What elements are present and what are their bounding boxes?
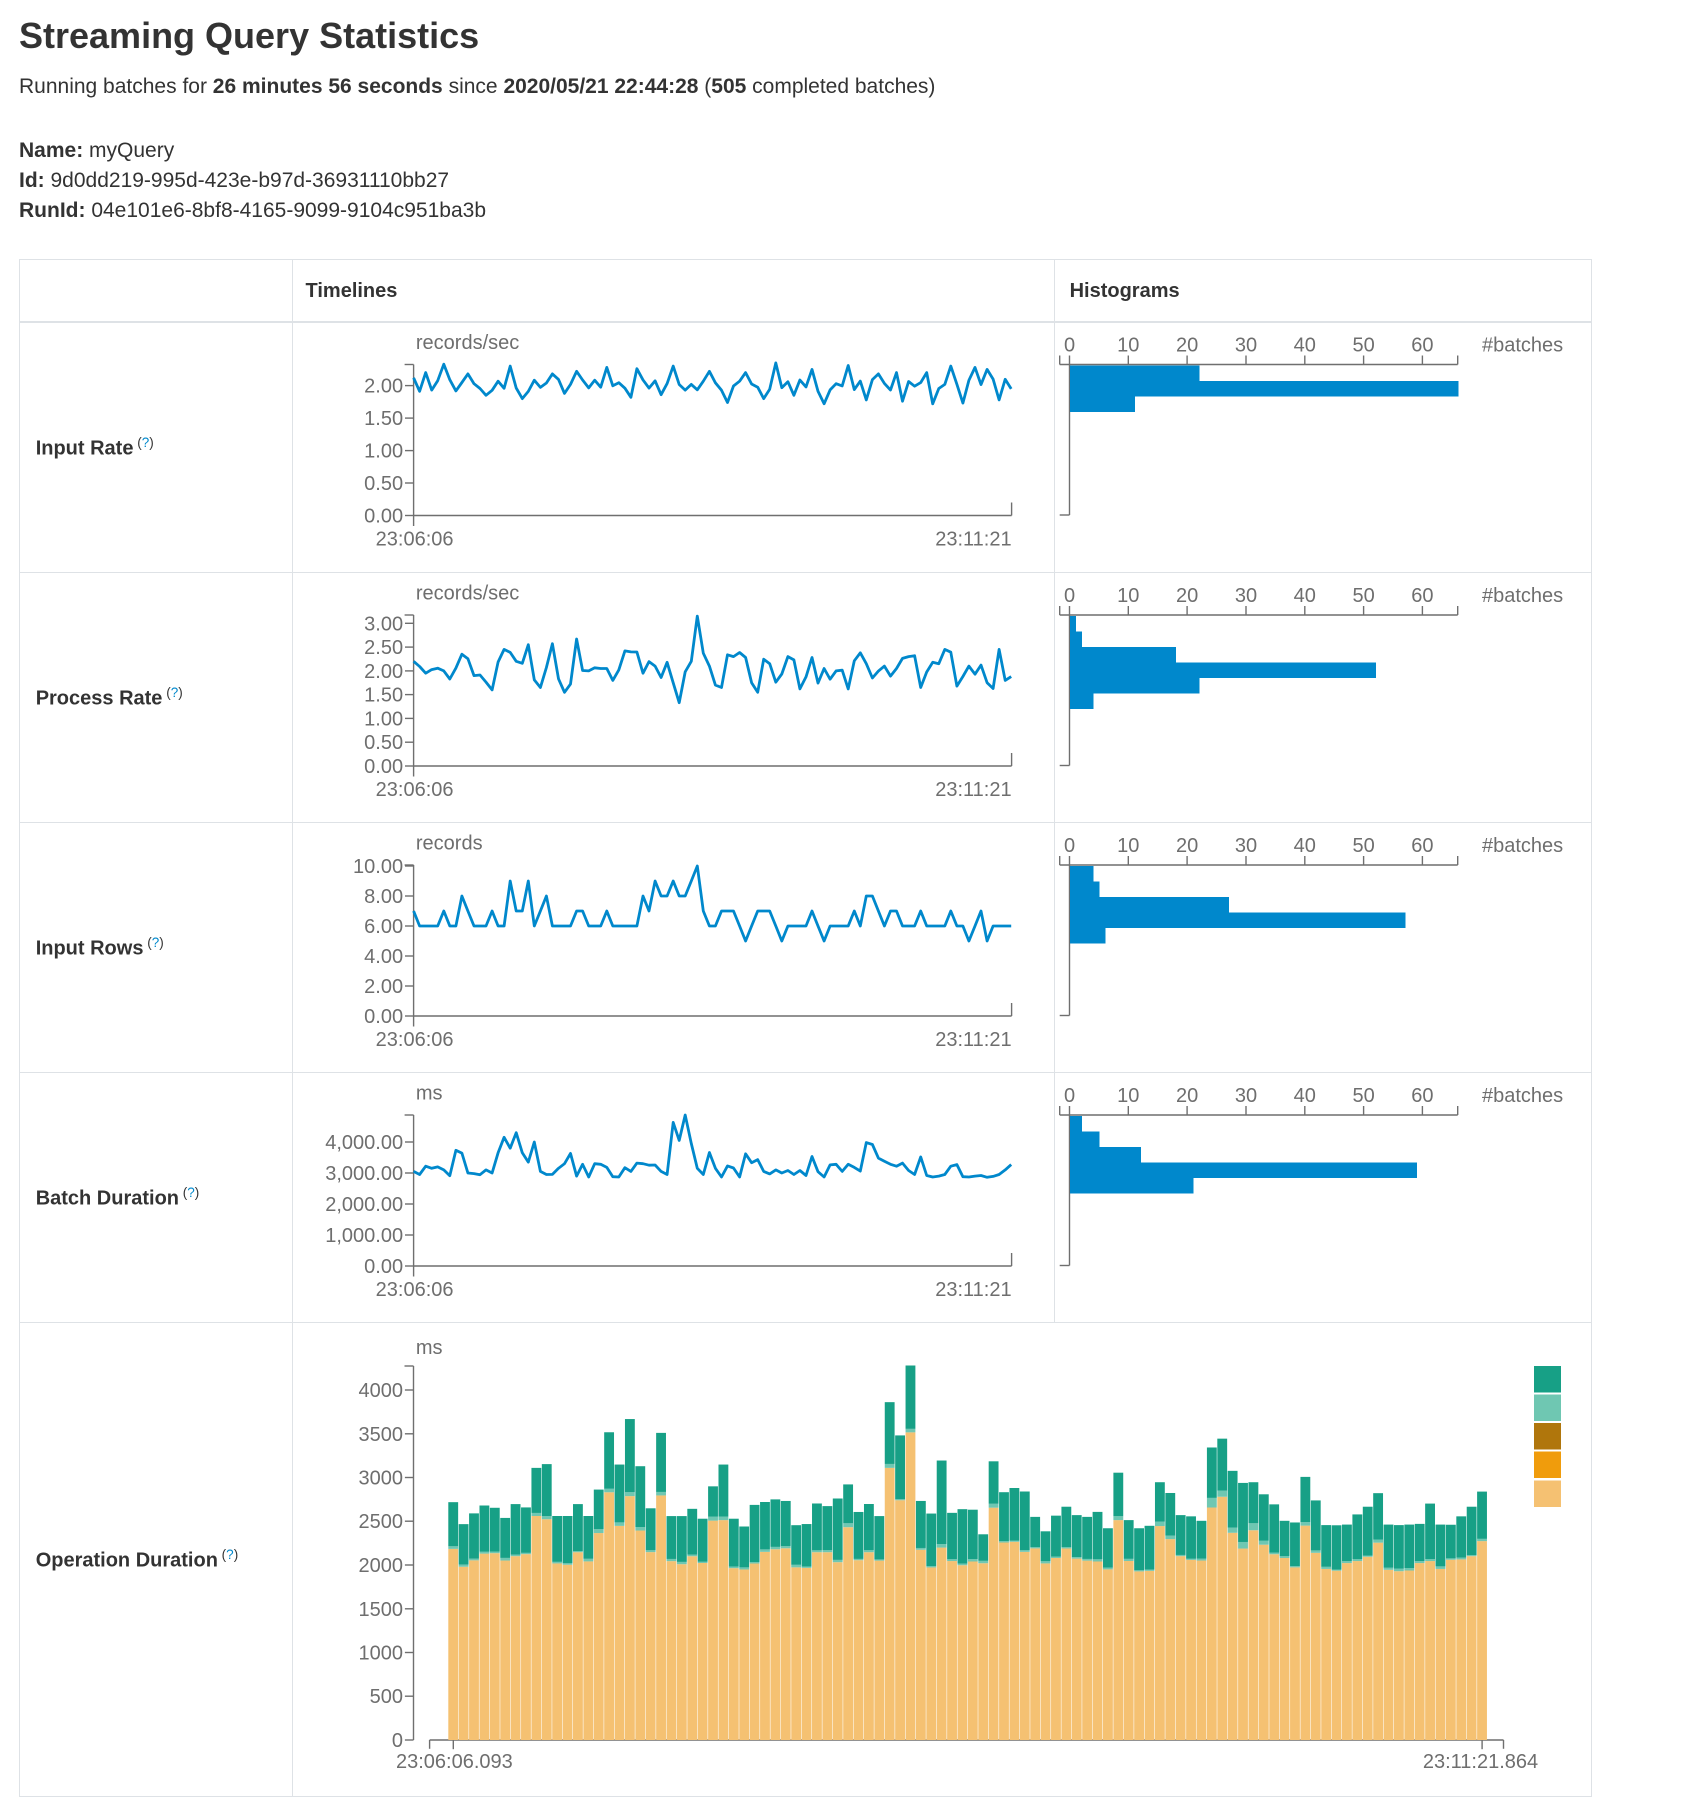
svg-text:1,000.00: 1,000.00 [325,1225,403,1247]
svg-text:1500: 1500 [359,1599,404,1621]
svg-text:2500: 2500 [359,1511,404,1533]
svg-text:10: 10 [1117,835,1139,857]
svg-text:10: 10 [1117,1085,1139,1107]
svg-text:2.50: 2.50 [364,637,403,659]
svg-text:23:11:21.864: 23:11:21.864 [1423,1751,1538,1773]
svg-text:20: 20 [1176,335,1198,357]
svg-text:records/sec: records/sec [416,583,519,605]
svg-text:8.00: 8.00 [364,886,403,908]
svg-text:3,000.00: 3,000.00 [325,1163,403,1185]
svg-text:#batches: #batches [1482,1085,1563,1107]
svg-text:#batches: #batches [1482,335,1563,357]
svg-text:records: records [416,833,483,855]
svg-text:#batches: #batches [1482,835,1563,857]
svg-text:30: 30 [1235,835,1257,857]
svg-text:20: 20 [1176,835,1198,857]
svg-text:10: 10 [1117,335,1139,357]
svg-text:30: 30 [1235,585,1257,607]
svg-text:23:11:21: 23:11:21 [935,1279,1011,1301]
svg-text:50: 50 [1352,835,1374,857]
svg-text:1.50: 1.50 [364,685,403,707]
svg-text:ms: ms [416,1083,443,1105]
svg-text:0: 0 [1064,835,1075,857]
svg-text:0: 0 [392,1730,403,1752]
svg-text:20: 20 [1176,585,1198,607]
svg-text:0.00: 0.00 [364,506,403,528]
svg-text:23:06:06: 23:06:06 [376,1029,454,1051]
svg-text:4,000.00: 4,000.00 [325,1132,403,1154]
svg-text:0: 0 [1064,585,1075,607]
svg-text:0: 0 [1064,1085,1075,1107]
svg-text:23:06:06: 23:06:06 [376,1279,454,1301]
svg-text:2,000.00: 2,000.00 [325,1194,403,1216]
svg-text:6.00: 6.00 [364,916,403,938]
svg-text:ms: ms [416,1337,443,1359]
svg-text:0.00: 0.00 [364,756,403,778]
svg-text:0.00: 0.00 [364,1006,403,1028]
svg-text:2000: 2000 [359,1555,404,1577]
svg-text:4000: 4000 [359,1380,404,1402]
svg-text:40: 40 [1294,585,1316,607]
svg-text:10: 10 [1117,585,1139,607]
svg-text:4.00: 4.00 [364,946,403,968]
svg-text:60: 60 [1411,335,1433,357]
svg-text:20: 20 [1176,1085,1198,1107]
svg-text:3500: 3500 [359,1424,404,1446]
svg-text:10.00: 10.00 [353,856,403,878]
svg-text:40: 40 [1294,835,1316,857]
svg-text:30: 30 [1235,335,1257,357]
svg-text:2.00: 2.00 [364,976,403,998]
svg-text:500: 500 [370,1686,403,1708]
svg-text:0.50: 0.50 [364,473,403,495]
svg-text:1000: 1000 [359,1643,404,1665]
svg-text:30: 30 [1235,1085,1257,1107]
svg-text:23:06:06.093: 23:06:06.093 [396,1751,513,1773]
svg-text:records/sec: records/sec [416,332,519,354]
svg-text:60: 60 [1411,835,1433,857]
svg-text:2.00: 2.00 [364,661,403,683]
svg-text:23:11:21: 23:11:21 [935,779,1011,801]
svg-text:1.00: 1.00 [364,708,403,730]
svg-text:0: 0 [1064,335,1075,357]
svg-text:40: 40 [1294,335,1316,357]
svg-text:60: 60 [1411,1085,1433,1107]
svg-text:1.50: 1.50 [364,408,403,430]
svg-text:23:11:21: 23:11:21 [935,1029,1011,1051]
svg-text:23:11:21: 23:11:21 [935,529,1011,551]
svg-text:50: 50 [1352,1085,1374,1107]
svg-text:#batches: #batches [1482,585,1563,607]
svg-text:0.50: 0.50 [364,732,403,754]
svg-text:40: 40 [1294,1085,1316,1107]
svg-text:0.00: 0.00 [364,1256,403,1278]
svg-text:1.00: 1.00 [364,441,403,463]
svg-text:23:06:06: 23:06:06 [376,779,454,801]
svg-text:2.00: 2.00 [364,376,403,398]
svg-text:60: 60 [1411,585,1433,607]
svg-text:23:06:06: 23:06:06 [376,529,454,551]
svg-text:50: 50 [1352,335,1374,357]
svg-text:3.00: 3.00 [364,613,403,635]
svg-text:50: 50 [1352,585,1374,607]
svg-text:3000: 3000 [359,1468,404,1490]
